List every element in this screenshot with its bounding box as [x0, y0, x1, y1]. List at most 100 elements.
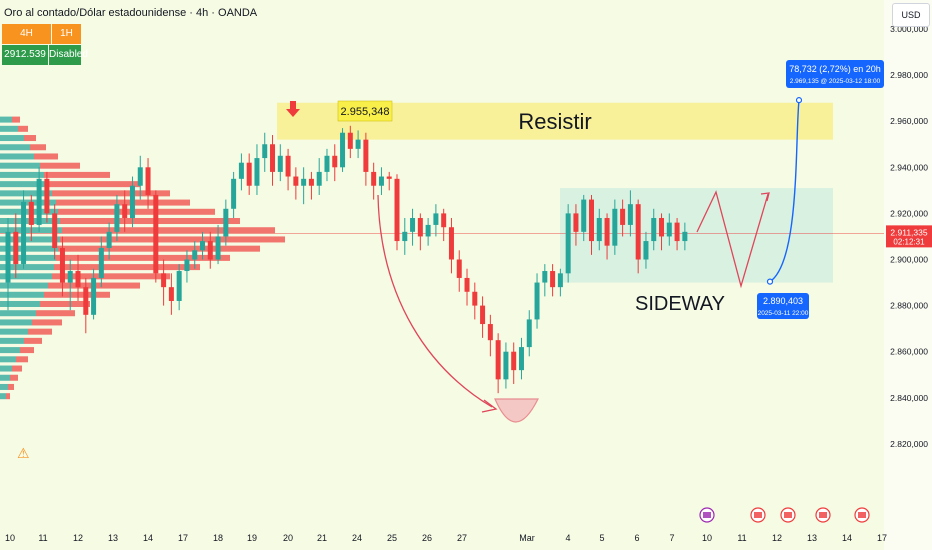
target-callout-box — [786, 60, 884, 88]
volume-profile-bar-bear — [58, 208, 215, 215]
x-tick-label: 26 — [422, 533, 432, 543]
candle-body — [285, 155, 291, 177]
currency-selector[interactable]: USD — [892, 3, 930, 27]
x-tick-label: 14 — [842, 533, 852, 543]
y-tick-label: 2.980,000 — [890, 70, 928, 80]
candle-body — [83, 287, 89, 315]
volume-profile-bar-bull — [0, 273, 52, 280]
volume-profile-bar-bull — [0, 393, 6, 400]
y-tick-label: 2.820,000 — [890, 439, 928, 449]
candle-body — [122, 204, 128, 219]
volume-profile-bar-bear — [60, 218, 240, 225]
red-down-arrow-icon — [286, 101, 300, 117]
volume-profile-bar-bear — [58, 245, 260, 252]
volume-profile-bar-bull — [0, 319, 32, 326]
candle-body — [441, 213, 447, 228]
low-point-marker[interactable] — [766, 278, 774, 285]
candle-body — [682, 231, 688, 242]
y-tick-label: 2.880,000 — [890, 301, 928, 311]
volume-profile-bar-bear — [12, 365, 22, 372]
x-tick-label: 21 — [317, 533, 327, 543]
volume-profile-bar-bear — [10, 374, 18, 381]
candle-body — [262, 144, 268, 159]
y-tick-label: 2.860,000 — [890, 347, 928, 357]
candle-body — [487, 324, 493, 341]
x-tick-label: 17 — [877, 533, 887, 543]
candle-body — [28, 201, 34, 225]
volume-profile-bar-bull — [0, 264, 54, 271]
candle-body — [347, 132, 353, 149]
volume-profile-bar-bear — [24, 337, 42, 344]
candle-body — [386, 176, 392, 179]
event-lightning-icon-fill — [703, 512, 711, 518]
candle-body — [59, 247, 65, 283]
candle-body — [355, 139, 361, 149]
volume-profile-bar-bear — [24, 135, 36, 142]
sideway-label: SIDEWAY — [635, 293, 725, 315]
candle-body — [402, 231, 408, 242]
volume-profile-bar-bull — [0, 245, 58, 252]
peak-price-label: 2.955,348 — [341, 106, 390, 118]
candle-body — [363, 139, 369, 172]
volume-profile-bar-bull — [0, 190, 52, 197]
candle-body — [246, 162, 252, 186]
volume-profile-bar-bear — [52, 273, 170, 280]
x-tick-label: 12 — [73, 533, 83, 543]
candle-body — [215, 236, 221, 260]
candle-body — [231, 178, 237, 209]
x-tick-label: 24 — [352, 533, 362, 543]
x-tick-label: 12 — [772, 533, 782, 543]
volume-profile-bar-bull — [0, 199, 56, 206]
candle-body — [394, 178, 400, 242]
volume-profile-bar-bull — [0, 116, 12, 123]
zigzag-arrow-head — [760, 192, 770, 202]
candle-body — [67, 271, 73, 283]
volume-profile-bar-bear — [8, 383, 14, 390]
event-flag-icon-fill — [819, 512, 827, 518]
peak-callout-box — [337, 100, 393, 122]
x-tick-label: 13 — [807, 533, 817, 543]
volume-profile-bar-bull — [0, 356, 16, 363]
candle-body — [254, 158, 260, 186]
warning-icon[interactable]: ⚠ — [17, 445, 30, 461]
indicator-status-badge: Disabled — [49, 45, 88, 65]
volume-profile-bar-bull — [0, 181, 48, 188]
y-tick-label: 2.920,000 — [890, 208, 928, 218]
candle-body — [21, 201, 27, 265]
volume-profile-bar-bull — [0, 365, 12, 372]
candle-body — [557, 273, 563, 288]
volume-profile-bar-bull — [0, 291, 44, 298]
candle-body — [511, 351, 517, 371]
volume-profile-bar-bear — [40, 162, 80, 169]
volume-profile-bar-bull — [0, 374, 10, 381]
current-price-label: 2.911,335 — [890, 227, 927, 237]
volume-profile-bar-bear — [62, 227, 275, 234]
volume-profile-bar-bear — [36, 310, 75, 317]
candle-body — [52, 213, 58, 248]
candle-body — [620, 208, 626, 225]
volume-profile-bar-bear — [16, 356, 28, 363]
volume-profile-bar-bull — [0, 254, 56, 261]
volume-profile-bar-bull — [0, 300, 40, 307]
volume-profile-bar-bear — [44, 291, 110, 298]
x-tick-label: 13 — [108, 533, 118, 543]
low-callout-price: 2.890,403 — [763, 296, 803, 306]
volume-profile-bar-bear — [44, 171, 110, 178]
candle-body — [378, 176, 384, 186]
timeframe-4h-button[interactable]: 4H — [2, 24, 51, 44]
candle-body — [495, 340, 501, 380]
volume-profile-bar-bear — [6, 393, 10, 400]
timeframe-1h-button[interactable]: 1H — [52, 24, 81, 44]
candle-body — [417, 218, 423, 237]
candle-body — [612, 208, 618, 246]
x-tick-label: 14 — [143, 533, 153, 543]
candle-body — [308, 178, 314, 186]
y-tick-label: 2.840,000 — [890, 393, 928, 403]
volume-profile-bar-bear — [60, 236, 285, 243]
candle-body — [674, 222, 680, 242]
candle-body — [596, 218, 602, 242]
volume-profile-bar-bull — [0, 153, 34, 160]
candle-body — [223, 208, 229, 237]
target-point-marker[interactable] — [795, 97, 803, 104]
